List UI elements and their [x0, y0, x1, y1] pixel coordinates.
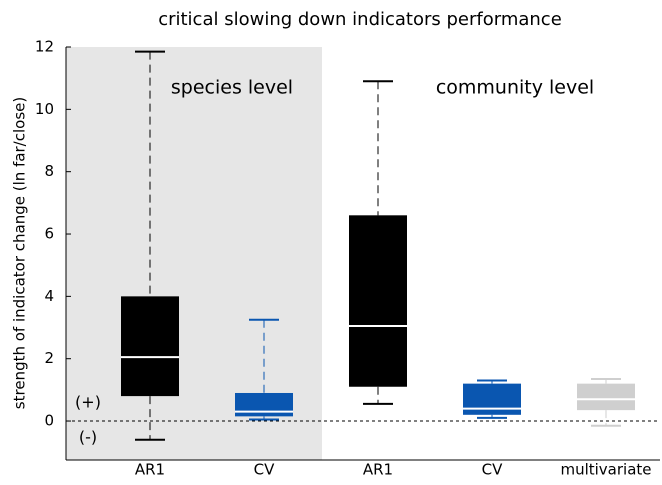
annotation: species level — [171, 77, 293, 99]
box — [577, 383, 635, 411]
x-tick-label: multivariate — [560, 461, 651, 479]
annotation: (-) — [79, 428, 97, 447]
box — [349, 215, 407, 387]
y-tick-label: 0 — [44, 412, 54, 430]
y-tick-label: 2 — [44, 349, 54, 367]
annotation: (+) — [75, 393, 101, 412]
y-tick-label: 10 — [35, 100, 54, 118]
y-tick-label: 12 — [35, 38, 54, 56]
y-tick-label: 6 — [44, 225, 54, 243]
species-shade — [66, 47, 322, 460]
x-tick-label: AR1 — [135, 461, 165, 479]
x-tick-label: CV — [482, 461, 503, 479]
box — [235, 392, 293, 417]
y-tick-label: 8 — [44, 162, 54, 180]
x-tick-label: CV — [254, 461, 275, 479]
x-tick-label: AR1 — [363, 461, 393, 479]
chart-title: critical slowing down indicators perform… — [158, 9, 562, 30]
y-axis-label: strength of indicator change (ln far/clo… — [11, 97, 29, 409]
y-tick-label: 4 — [44, 287, 54, 305]
box — [463, 383, 521, 415]
annotation: community level — [436, 77, 594, 99]
box — [121, 296, 179, 397]
